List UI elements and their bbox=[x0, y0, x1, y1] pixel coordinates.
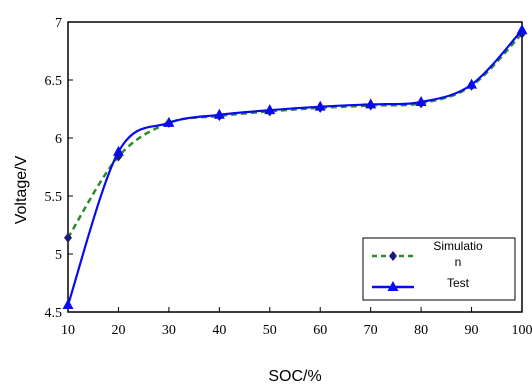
legend: Simulatio n Test bbox=[362, 237, 516, 301]
data-point bbox=[365, 98, 377, 109]
legend-swatch-marker bbox=[387, 281, 399, 291]
x-tick-label: 40 bbox=[212, 323, 226, 338]
series-test bbox=[62, 24, 528, 310]
data-point bbox=[314, 100, 326, 111]
series-layer bbox=[62, 24, 528, 310]
x-tick-label: 90 bbox=[465, 323, 479, 338]
data-point bbox=[466, 78, 478, 89]
y-tick-label: 5.5 bbox=[45, 190, 63, 205]
x-tick-label: 80 bbox=[414, 323, 428, 338]
data-point bbox=[112, 145, 124, 156]
legend-label: n bbox=[455, 255, 462, 269]
x-tick-label: 100 bbox=[512, 323, 532, 338]
legend-label: Test bbox=[447, 276, 470, 290]
x-tick-label: 60 bbox=[313, 323, 327, 338]
data-point bbox=[264, 104, 276, 115]
data-point bbox=[64, 232, 72, 243]
data-point bbox=[213, 108, 225, 119]
legend-entry-simulation: Simulatio n bbox=[372, 239, 483, 269]
y-tick-label: 4.5 bbox=[45, 306, 63, 321]
y-axis-ticks: 4.5 5 5.5 6 6.5 7 bbox=[45, 16, 73, 321]
x-tick-label: 20 bbox=[111, 323, 125, 338]
legend-entry-test: Test bbox=[372, 276, 470, 291]
data-point bbox=[163, 116, 175, 127]
y-tick-label: 6 bbox=[55, 132, 62, 147]
data-point bbox=[415, 96, 427, 107]
data-point bbox=[516, 24, 528, 35]
x-tick-label: 70 bbox=[364, 323, 378, 338]
series-line bbox=[66, 32, 523, 239]
series-simulation bbox=[64, 28, 526, 243]
x-axis-ticks: 10 20 30 40 50 60 70 80 90 100 bbox=[61, 307, 532, 338]
x-axis-title: SOC/% bbox=[268, 368, 321, 385]
legend-label: Simulatio bbox=[433, 239, 483, 253]
legend-swatch-marker bbox=[389, 251, 397, 261]
x-tick-label: 50 bbox=[263, 323, 277, 338]
x-tick-label: 30 bbox=[162, 323, 176, 338]
y-axis-title: Voltage/V bbox=[13, 155, 30, 224]
x-tick-label: 10 bbox=[61, 323, 75, 338]
plot-area-frame bbox=[67, 21, 523, 313]
y-tick-label: 5 bbox=[55, 248, 62, 263]
data-point bbox=[62, 299, 74, 310]
y-tick-label: 6.5 bbox=[45, 74, 63, 89]
y-tick-label: 7 bbox=[55, 16, 62, 31]
